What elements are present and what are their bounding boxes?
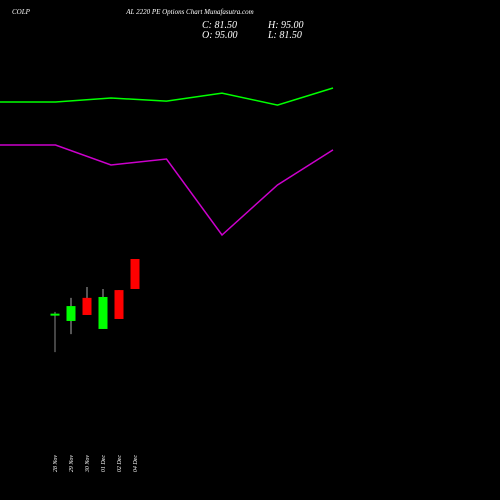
x-tick-label: 30 Nov bbox=[85, 455, 91, 474]
candle-body bbox=[114, 290, 124, 319]
ohlc-label: L: 81.50 bbox=[267, 30, 302, 41]
chart-title: AL 2220 PE Options Chart Munafasutra.com bbox=[125, 8, 253, 16]
candle-body bbox=[66, 306, 76, 321]
candle-body bbox=[98, 296, 108, 329]
chart-title: COLP bbox=[12, 8, 31, 16]
candle-body bbox=[50, 313, 60, 316]
indicator-line bbox=[0, 144, 334, 237]
x-tick-label: 28 Nov bbox=[53, 455, 59, 473]
x-tick-label: 29 Nov bbox=[69, 455, 75, 473]
x-tick-label: 04 Dec bbox=[132, 455, 139, 472]
ohlc-label: O: 95.00 bbox=[202, 30, 238, 41]
ohlc-label: H: 95.00 bbox=[267, 20, 304, 31]
x-tick-label: 01 Dec bbox=[101, 455, 107, 472]
ohlc-label: C: 81.50 bbox=[202, 20, 237, 31]
indicator-line bbox=[0, 87, 334, 106]
candle-body bbox=[82, 297, 92, 315]
candle-body bbox=[130, 258, 140, 289]
x-tick-label: 02 Dec bbox=[117, 455, 123, 472]
